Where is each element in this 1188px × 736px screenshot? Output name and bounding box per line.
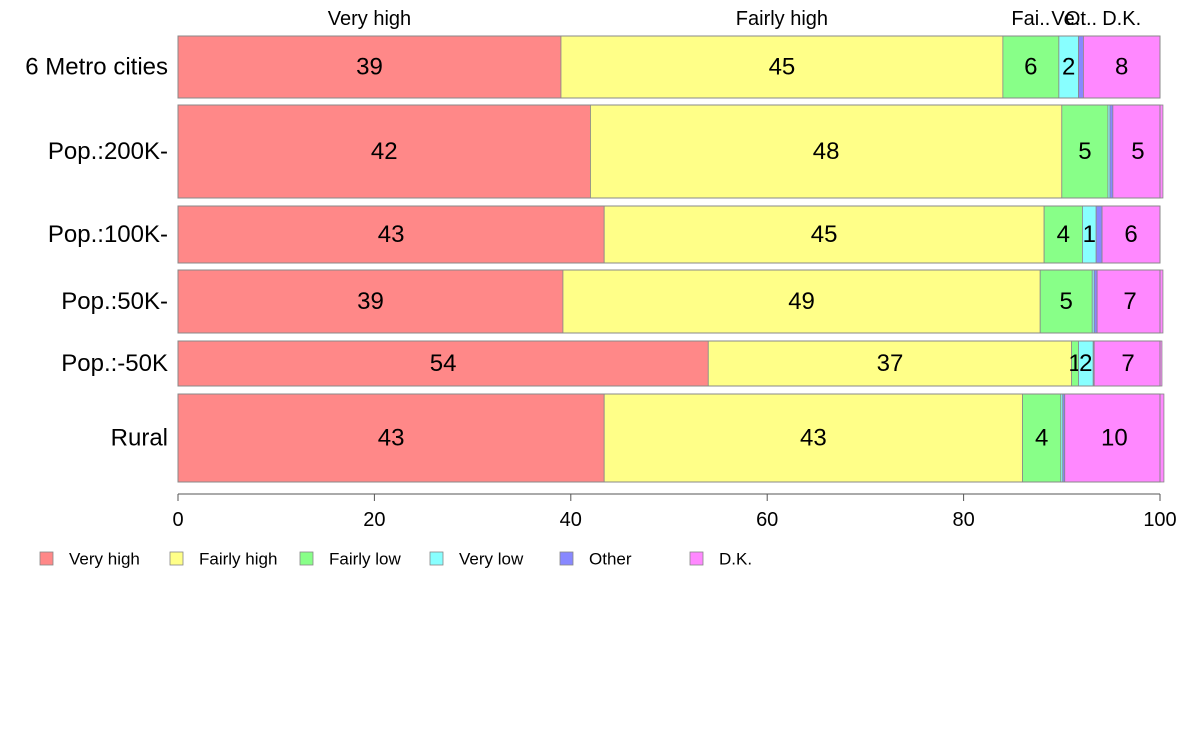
- bar-outline: [177, 104, 1161, 199]
- bar-segment-fairly-high: [603, 393, 1023, 483]
- data-label: 54: [430, 350, 457, 377]
- data-label: 45: [769, 54, 796, 81]
- row-label: Pop.:-50K: [61, 350, 168, 377]
- bar-segment-very-high: [177, 393, 605, 483]
- bar-row-pop-50k: Pop.:-50K 54 37 12 7: [61, 340, 1163, 387]
- bar-segment-d-k: [1064, 393, 1165, 483]
- bar-row-6-metro-cities: 6 Metro cities 39 45 6 2 8: [25, 35, 1161, 99]
- bar-segment-very-high: [177, 269, 564, 334]
- data-label: 6: [1024, 54, 1037, 81]
- bar-segment-other: [1095, 205, 1103, 264]
- legend-swatch: [429, 551, 444, 566]
- row-label: Rural: [111, 425, 168, 452]
- data-label: 6: [1124, 221, 1137, 248]
- bar-segment-fairly-high: [590, 104, 1063, 199]
- legend-item-d-k: D.K.: [689, 550, 752, 569]
- data-label: 45: [811, 221, 838, 248]
- legend-label: Other: [589, 550, 632, 569]
- data-label: 43: [378, 221, 405, 248]
- top-series-labels: Very high Fairly high Fai.. Ve..Ot.. D.K.: [328, 8, 1141, 30]
- bar-row-pop-200k: Pop.:200K- 42 48 5 5: [48, 104, 1164, 199]
- bar-row-pop-100k: Pop.:100K- 43 45 4 1 6: [48, 205, 1161, 264]
- data-label: 2: [1079, 350, 1092, 377]
- bar-segment-fairly-high: [562, 269, 1041, 334]
- bar-segment-other: [1078, 35, 1084, 99]
- bar-segment-fairly-high: [603, 205, 1045, 264]
- bar-outline: [177, 35, 1161, 99]
- legend-item-fairly-low: Fairly low: [299, 550, 402, 569]
- bar-row-pop-50k: Pop.:50K- 39 49 5 7: [61, 269, 1164, 334]
- bar-segment-other: [1109, 104, 1114, 199]
- data-label: 5: [1078, 138, 1091, 165]
- data-label: 37: [877, 350, 904, 377]
- data-label: 49: [788, 288, 815, 315]
- data-label: 4: [1035, 425, 1048, 452]
- legend-swatch: [559, 551, 574, 566]
- bar-outline: [177, 205, 1161, 264]
- legend-swatch: [169, 551, 184, 566]
- bar-segment-d-k: [1093, 340, 1163, 387]
- legend-item-fairly-high: Fairly high: [169, 550, 277, 569]
- bar-segment-very-high: [177, 104, 591, 199]
- x-tick-label: 0: [172, 509, 183, 531]
- legend-item-very-low: Very low: [429, 550, 524, 569]
- legend: Very high Fairly high Fairly low Very low Ot…: [39, 550, 752, 569]
- x-tick-label: 20: [363, 509, 385, 531]
- legend-label: Very low: [459, 550, 524, 569]
- top-label-fairly-high: Fairly high: [736, 8, 828, 30]
- x-tick-label: 40: [560, 509, 582, 531]
- legend-swatch: [689, 551, 704, 566]
- data-label: 2: [1062, 54, 1075, 81]
- row-label: 6 Metro cities: [25, 54, 168, 81]
- top-label-very-low: Ve..: [1051, 8, 1085, 30]
- data-label: 39: [356, 54, 383, 81]
- top-label-d-k: D.K.: [1102, 8, 1141, 30]
- row-label: Pop.:100K-: [48, 221, 168, 248]
- top-label-fairly-low: Fai..: [1011, 8, 1050, 30]
- x-tick-label: 80: [952, 509, 974, 531]
- x-tick-label: 60: [756, 509, 778, 531]
- data-label: 43: [378, 425, 405, 452]
- data-label: 43: [800, 425, 827, 452]
- legend-swatch: [39, 551, 54, 566]
- data-label: 5: [1131, 138, 1144, 165]
- data-label: 5: [1060, 288, 1073, 315]
- legend-label: Very high: [69, 550, 140, 569]
- bar-segment-fairly-low: [1061, 104, 1109, 199]
- bar-segment-d-k: [1101, 205, 1161, 264]
- bar-row-rural: Rural 43 43 4 10: [111, 393, 1165, 483]
- bar-segment-d-k: [1112, 104, 1164, 199]
- data-label: 42: [371, 138, 398, 165]
- data-label: 8: [1115, 54, 1128, 81]
- bar-segment-fairly-low: [1022, 393, 1062, 483]
- data-label: 1: [1083, 221, 1096, 248]
- data-label: 48: [813, 138, 840, 165]
- legend-item-other: Other: [559, 550, 632, 569]
- bar-segment-fairly-low: [1039, 269, 1093, 334]
- data-label: 7: [1123, 288, 1136, 315]
- bar-outline: [177, 393, 1161, 483]
- bar-segment-other: [1093, 269, 1098, 334]
- x-tick-label: 100: [1143, 509, 1176, 531]
- top-label-other: Ot..: [1065, 8, 1097, 30]
- legend-item-very-high: Very high: [39, 550, 140, 569]
- bar-segment-fairly-high: [707, 340, 1073, 387]
- data-label: 7: [1121, 350, 1134, 377]
- data-label: 39: [357, 288, 384, 315]
- legend-swatch: [299, 551, 314, 566]
- row-label: Pop.:50K-: [61, 288, 168, 315]
- x-axis: 0 20 40 60 80 100: [172, 493, 1177, 531]
- data-label: 4: [1057, 221, 1070, 248]
- top-label-very-high: Very high: [328, 8, 411, 30]
- bar-outline: [177, 269, 1161, 334]
- legend-label: Fairly high: [199, 550, 277, 569]
- bar-segment-very-high: [177, 340, 709, 387]
- data-label: 10: [1101, 425, 1128, 452]
- bar-outline: [177, 340, 1161, 387]
- legend-label: D.K.: [719, 550, 752, 569]
- row-label: Pop.:200K-: [48, 138, 168, 165]
- legend-label: Fairly low: [329, 550, 402, 569]
